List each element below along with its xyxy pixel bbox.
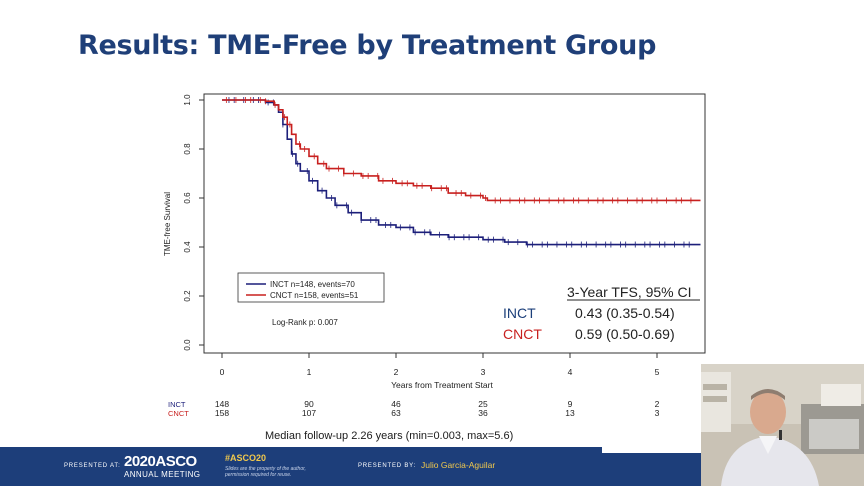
y-tick-label: 0.2 bbox=[183, 290, 192, 302]
y-tick-label: 0.8 bbox=[183, 143, 192, 155]
km-curve-cnct bbox=[222, 99, 701, 202]
slide-title: Results: TME-Free by Treatment Group bbox=[78, 30, 657, 61]
asco-logo-text: 2020ASCO bbox=[124, 453, 197, 470]
risk-count: 158 bbox=[215, 408, 229, 418]
x-tick-label: 1 bbox=[307, 367, 312, 377]
asco-annual-meeting: ANNUAL MEETING bbox=[124, 470, 201, 479]
y-axis-label: TME-free Survival bbox=[163, 192, 172, 256]
x-tick-label: 3 bbox=[481, 367, 486, 377]
presented-by-label: PRESENTED BY: bbox=[358, 463, 417, 469]
x-tick-label: 5 bbox=[655, 367, 660, 377]
risk-count: 36 bbox=[478, 408, 488, 418]
y-tick-label: 1.0 bbox=[183, 94, 192, 106]
y-tick-label: 0.4 bbox=[183, 241, 192, 253]
hashtag: #ASCO20 bbox=[225, 453, 267, 463]
x-axis-label: Years from Treatment Start bbox=[391, 380, 493, 390]
x-tick-label: 2 bbox=[394, 367, 399, 377]
risk-count: 63 bbox=[391, 408, 401, 418]
legend-entry: CNCT n=158, events=51 bbox=[270, 291, 359, 300]
y-tick-label: 0.0 bbox=[183, 339, 192, 351]
legend-box bbox=[237, 272, 385, 303]
risk-row-label-cnct: CNCT bbox=[168, 409, 189, 418]
risk-count: 107 bbox=[302, 408, 316, 418]
legend-entry: INCT n=148, events=70 bbox=[270, 280, 355, 289]
footer-gap bbox=[602, 447, 701, 453]
tfs-label-inct: INCT bbox=[503, 305, 536, 321]
tfs-header: 3-Year TFS, 95% CI bbox=[567, 284, 692, 300]
risk-count: 25 bbox=[478, 399, 488, 409]
tfs-value-inct: 0.43 (0.35-0.54) bbox=[575, 305, 675, 321]
risk-count: 148 bbox=[215, 399, 229, 409]
presented-at-label: PRESENTED AT: bbox=[64, 463, 121, 469]
speaker-video bbox=[701, 364, 864, 486]
risk-count: 2 bbox=[655, 399, 660, 409]
median-followup-text: Median follow-up 2.26 years (min=0.003, … bbox=[265, 430, 514, 442]
log-rank-annotation: Log-Rank p: 0.007 bbox=[272, 318, 338, 327]
risk-count: 90 bbox=[304, 399, 314, 409]
speaker-video-image bbox=[701, 364, 864, 486]
tfs-value-cnct: 0.59 (0.50-0.69) bbox=[575, 326, 675, 342]
risk-count: 13 bbox=[565, 408, 575, 418]
risk-count: 46 bbox=[391, 399, 401, 409]
risk-count: 9 bbox=[568, 399, 573, 409]
x-tick-label: 0 bbox=[220, 367, 225, 377]
disclaimer: Slides are the property of the author, p… bbox=[225, 466, 306, 478]
risk-row-label-inct: INCT bbox=[168, 400, 186, 409]
y-tick-label: 0.6 bbox=[183, 192, 192, 204]
x-tick-label: 4 bbox=[568, 367, 573, 377]
presenter-name: Julio Garcia-Aguilar bbox=[421, 460, 496, 470]
tfs-label-cnct: CNCT bbox=[503, 326, 542, 342]
risk-count: 3 bbox=[655, 408, 660, 418]
